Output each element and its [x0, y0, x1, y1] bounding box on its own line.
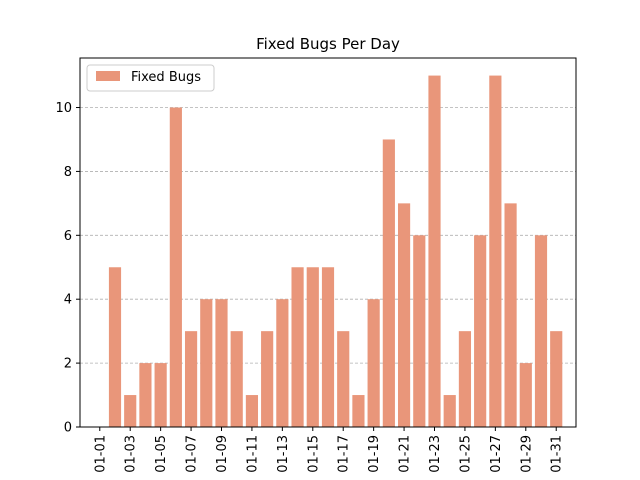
bar-01-12 — [261, 331, 274, 427]
bar-01-09 — [215, 299, 228, 427]
bar-01-08 — [200, 299, 213, 427]
x-tick-label: 01-17 — [337, 435, 352, 473]
bar-01-05 — [154, 363, 167, 427]
bar-01-14 — [291, 267, 304, 427]
bar-01-22 — [413, 235, 426, 427]
x-tick-label: 01-05 — [154, 435, 169, 473]
bar-01-15 — [306, 267, 319, 427]
x-tick-label: 01-11 — [245, 435, 260, 473]
bar-01-20 — [382, 139, 395, 427]
bar-01-11 — [245, 395, 259, 427]
bars — [108, 75, 563, 428]
y-tick-label: 6 — [64, 229, 72, 244]
y-axis: 0 2 4 6 8 10 — [55, 101, 80, 436]
x-tick-label: 01-19 — [367, 435, 382, 473]
bar-01-23 — [428, 75, 441, 428]
y-tick-label: 0 — [64, 421, 72, 436]
x-tick-label: 01-09 — [215, 435, 230, 473]
bar-01-24 — [443, 395, 456, 427]
bar-01-19 — [367, 299, 380, 427]
bar-01-27 — [489, 75, 502, 428]
y-tick-label: 2 — [64, 357, 72, 372]
bar-01-16 — [321, 267, 335, 427]
legend: Fixed Bugs — [86, 64, 215, 92]
bar-01-28 — [504, 203, 517, 427]
x-tick-label: 01-01 — [93, 435, 108, 473]
x-tick-label: 01-03 — [124, 435, 139, 473]
bar-01-02 — [108, 267, 122, 427]
bar-01-03 — [124, 395, 137, 427]
plot-frame — [79, 57, 577, 428]
bar-01-04 — [139, 363, 152, 427]
y-tick-label: 8 — [64, 165, 72, 180]
x-tick-label: 01-31 — [550, 435, 565, 473]
bar-01-06 — [169, 107, 182, 428]
legend-label: Fixed Bugs — [131, 70, 201, 85]
x-tick-label: 01-21 — [398, 435, 413, 473]
x-tick-label: 01-13 — [276, 435, 291, 473]
chart-title: Fixed Bugs Per Day — [256, 35, 400, 53]
x-tick-label: 01-15 — [306, 435, 321, 473]
x-tick-label: 01-27 — [489, 435, 504, 473]
bar-01-21 — [397, 203, 411, 427]
bar-01-30 — [534, 235, 548, 427]
bar-01-17 — [337, 331, 350, 427]
x-tick-label: 01-23 — [428, 435, 443, 473]
x-tick-label: 01-07 — [185, 435, 200, 473]
legend-swatch — [96, 71, 120, 81]
y-tick-label: 10 — [55, 101, 72, 116]
bar-01-10 — [230, 331, 243, 427]
bar-01-18 — [352, 395, 365, 427]
x-tick-label: 01-29 — [519, 435, 534, 473]
bar-01-31 — [550, 331, 563, 427]
bar-01-13 — [276, 299, 289, 427]
x-axis: 01-01 01-03 01-05 01-07 01-09 01-11 01-13 01-15… — [93, 427, 565, 473]
x-tick-label: 01-25 — [458, 435, 473, 473]
bar-01-25 — [458, 331, 472, 427]
bar-01-26 — [474, 235, 487, 427]
y-tick-label: 4 — [64, 293, 72, 308]
bar-01-07 — [184, 331, 198, 427]
bar-01-29 — [519, 363, 532, 427]
